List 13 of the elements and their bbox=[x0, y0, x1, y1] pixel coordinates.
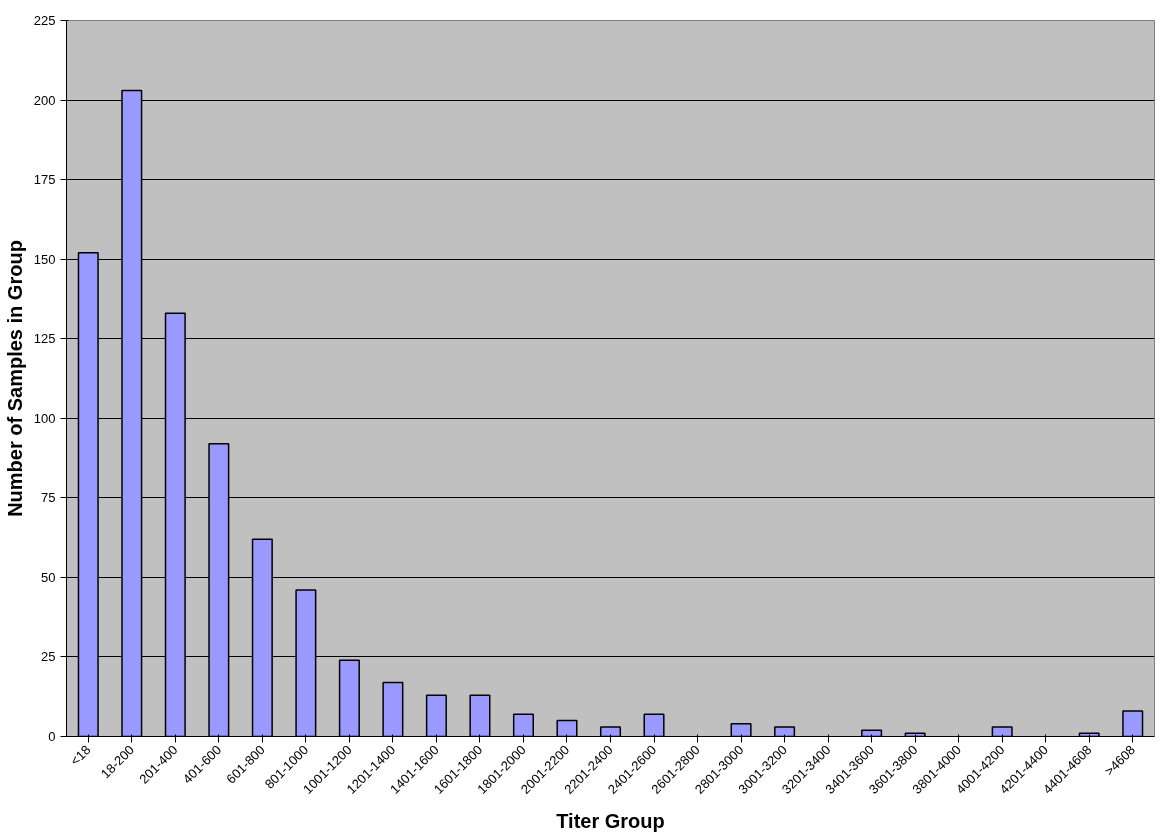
x-axis-title: Titer Group bbox=[556, 810, 665, 833]
y-tick-label: 225 bbox=[33, 13, 56, 28]
y-tick-label: 50 bbox=[41, 569, 56, 585]
y-tick-label: 200 bbox=[33, 92, 56, 108]
y-axis-title: Number of Samples in Group bbox=[3, 240, 26, 517]
y-tick-label: 0 bbox=[48, 729, 56, 744]
y-tick-label: 75 bbox=[41, 490, 56, 506]
x-tick-label: <18 bbox=[67, 742, 94, 769]
y-tick-label: 125 bbox=[33, 331, 56, 347]
y-tick-label: 100 bbox=[33, 410, 56, 426]
y-tick-label: 25 bbox=[41, 649, 56, 665]
y-tick-label: 175 bbox=[33, 172, 56, 188]
y-tick-label: 150 bbox=[33, 251, 56, 267]
